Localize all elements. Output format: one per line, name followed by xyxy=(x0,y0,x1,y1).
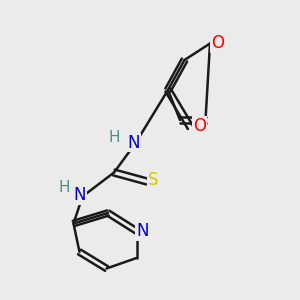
Text: H: H xyxy=(59,180,70,195)
Text: S: S xyxy=(148,171,158,189)
Text: O: O xyxy=(193,117,206,135)
Text: N: N xyxy=(127,134,140,152)
Text: N: N xyxy=(136,222,149,240)
Text: N: N xyxy=(74,186,86,204)
Text: O: O xyxy=(211,34,224,52)
Text: H: H xyxy=(108,130,120,146)
